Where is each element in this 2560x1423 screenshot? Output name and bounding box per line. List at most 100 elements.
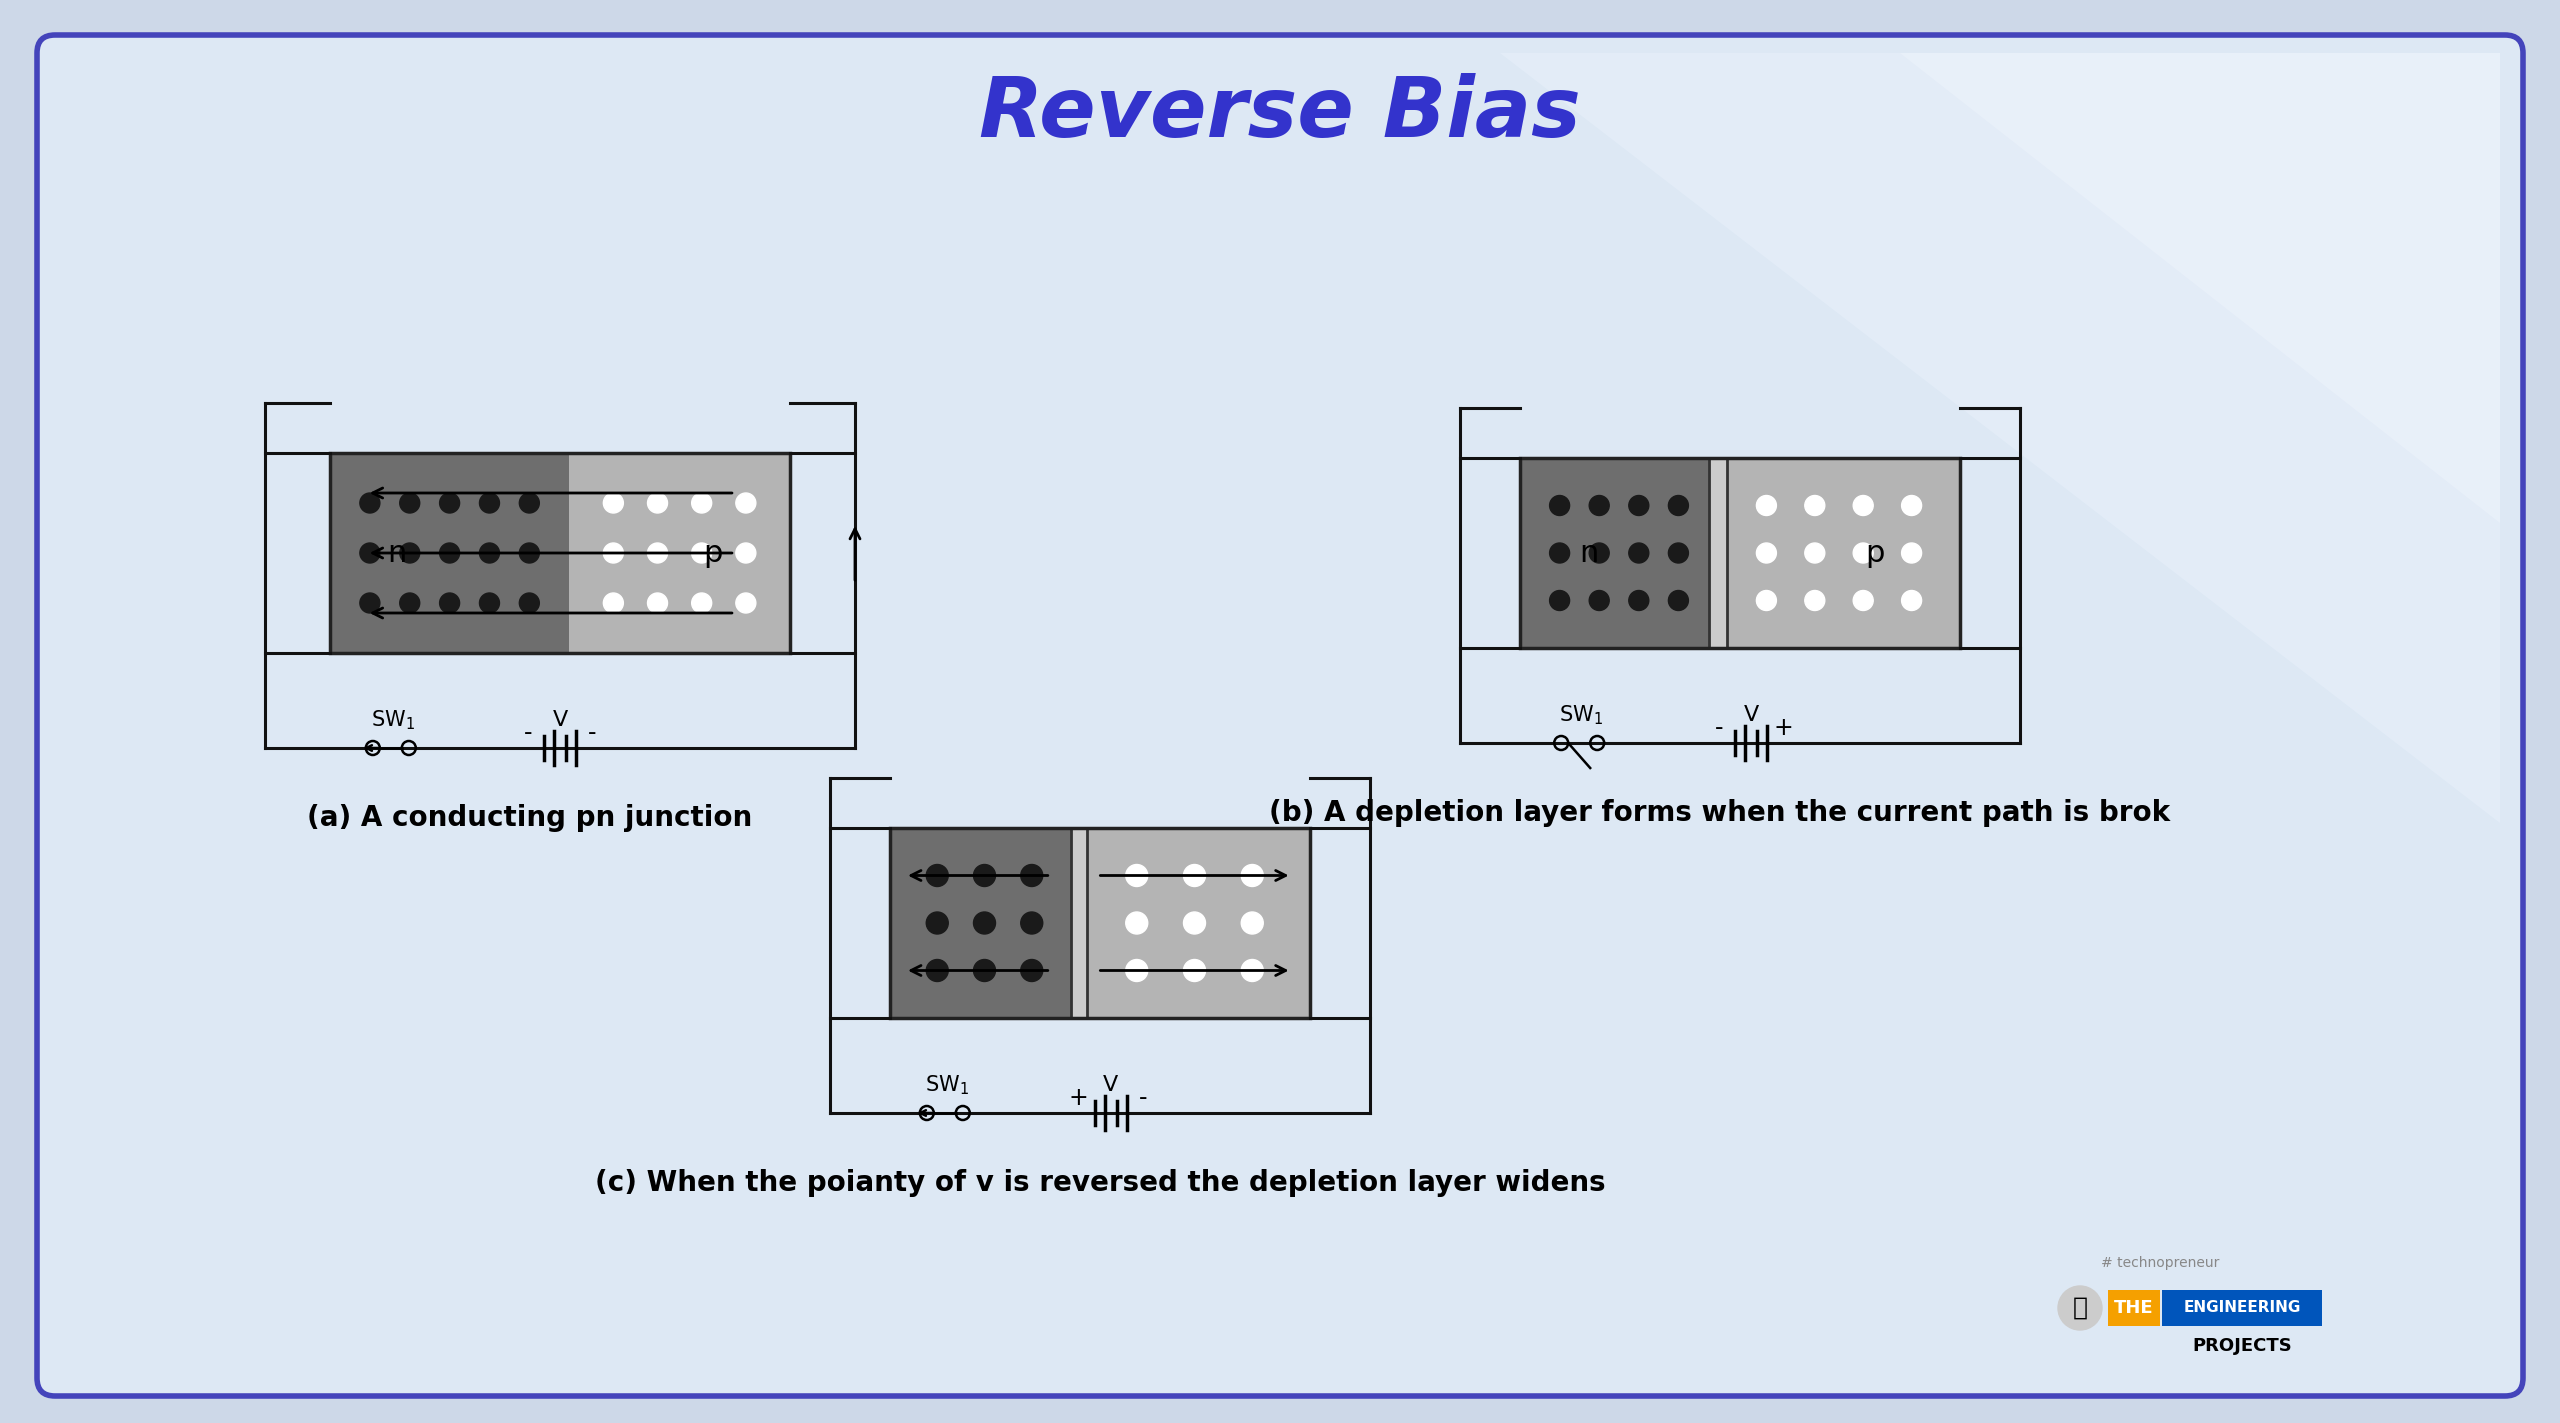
Circle shape	[1126, 912, 1147, 933]
Circle shape	[604, 544, 625, 564]
Circle shape	[1669, 495, 1690, 515]
Circle shape	[973, 959, 996, 982]
Circle shape	[735, 593, 755, 613]
Text: -: -	[1139, 1086, 1147, 1110]
Circle shape	[361, 593, 379, 613]
Circle shape	[691, 492, 712, 514]
Bar	[1710, 458, 1728, 647]
Text: SW$_1$: SW$_1$	[371, 709, 415, 731]
Bar	[891, 828, 1078, 1017]
Circle shape	[2058, 1286, 2102, 1331]
Circle shape	[440, 593, 461, 613]
Bar	[1718, 458, 1961, 647]
Text: (c) When the poianty of v is reversed the depletion layer widens: (c) When the poianty of v is reversed th…	[594, 1170, 1605, 1197]
Bar	[1521, 458, 1718, 647]
Text: n: n	[1580, 538, 1600, 568]
Circle shape	[648, 492, 668, 514]
Circle shape	[1756, 544, 1777, 564]
Circle shape	[1242, 865, 1262, 887]
Circle shape	[927, 959, 947, 982]
Circle shape	[1590, 495, 1610, 515]
Circle shape	[1549, 591, 1569, 610]
Bar	[1078, 828, 1311, 1017]
Circle shape	[1242, 912, 1262, 933]
Circle shape	[399, 544, 420, 564]
Circle shape	[1183, 912, 1206, 933]
Circle shape	[1590, 591, 1610, 610]
Circle shape	[1549, 544, 1569, 564]
Circle shape	[1628, 591, 1649, 610]
Circle shape	[1628, 495, 1649, 515]
Circle shape	[479, 593, 499, 613]
Bar	[891, 828, 1311, 1017]
Circle shape	[520, 492, 540, 514]
Text: ENGINEERING: ENGINEERING	[2184, 1301, 2301, 1315]
Circle shape	[399, 492, 420, 514]
Circle shape	[691, 593, 712, 613]
Circle shape	[927, 912, 947, 933]
Circle shape	[1126, 959, 1147, 982]
Circle shape	[1590, 544, 1610, 564]
Circle shape	[735, 492, 755, 514]
Bar	[1070, 828, 1088, 1017]
Circle shape	[604, 593, 625, 613]
Text: V: V	[1743, 704, 1759, 724]
Circle shape	[735, 544, 755, 564]
Circle shape	[479, 544, 499, 564]
Text: Reverse Bias: Reverse Bias	[978, 73, 1582, 154]
Circle shape	[1805, 544, 1825, 564]
Circle shape	[691, 544, 712, 564]
Circle shape	[479, 492, 499, 514]
Text: -: -	[589, 721, 596, 746]
Circle shape	[520, 593, 540, 613]
Bar	[330, 453, 568, 653]
Circle shape	[1021, 912, 1042, 933]
Bar	[2163, 1291, 2322, 1326]
Text: # technopreneur: # technopreneur	[2102, 1257, 2220, 1269]
Circle shape	[440, 492, 461, 514]
Text: V: V	[553, 710, 568, 730]
Text: V: V	[1103, 1074, 1119, 1096]
Text: (b) A depletion layer forms when the current path is brok: (b) A depletion layer forms when the cur…	[1270, 798, 2171, 827]
Text: p: p	[1866, 538, 1884, 568]
Bar	[568, 453, 791, 653]
Circle shape	[1853, 544, 1874, 564]
Circle shape	[1805, 591, 1825, 610]
Circle shape	[1126, 865, 1147, 887]
Text: SW$_1$: SW$_1$	[1559, 703, 1603, 727]
Text: n: n	[387, 538, 407, 568]
Circle shape	[648, 593, 668, 613]
Circle shape	[648, 544, 668, 564]
Circle shape	[520, 544, 540, 564]
Circle shape	[927, 865, 947, 887]
Text: 🤖: 🤖	[2074, 1296, 2086, 1321]
Text: +: +	[1070, 1086, 1088, 1110]
Text: p: p	[704, 538, 722, 568]
Circle shape	[1853, 495, 1874, 515]
Circle shape	[1669, 544, 1690, 564]
Circle shape	[440, 544, 461, 564]
Text: -: -	[525, 721, 532, 746]
Text: PROJECTS: PROJECTS	[2191, 1338, 2291, 1355]
Text: SW$_1$: SW$_1$	[924, 1073, 968, 1097]
Circle shape	[1902, 544, 1923, 564]
Circle shape	[1628, 544, 1649, 564]
Circle shape	[399, 593, 420, 613]
Circle shape	[973, 865, 996, 887]
Circle shape	[1669, 591, 1690, 610]
Bar	[1521, 458, 1961, 647]
Bar	[330, 453, 791, 653]
Circle shape	[1902, 591, 1923, 610]
Text: THE: THE	[2115, 1299, 2153, 1318]
Polygon shape	[1900, 53, 2501, 524]
Circle shape	[1242, 959, 1262, 982]
Circle shape	[361, 544, 379, 564]
Circle shape	[1853, 591, 1874, 610]
Circle shape	[1756, 591, 1777, 610]
Text: (a) A conducting pn junction: (a) A conducting pn junction	[307, 804, 753, 832]
Circle shape	[361, 492, 379, 514]
Circle shape	[1021, 959, 1042, 982]
Circle shape	[1183, 959, 1206, 982]
Circle shape	[1549, 495, 1569, 515]
Circle shape	[604, 492, 625, 514]
